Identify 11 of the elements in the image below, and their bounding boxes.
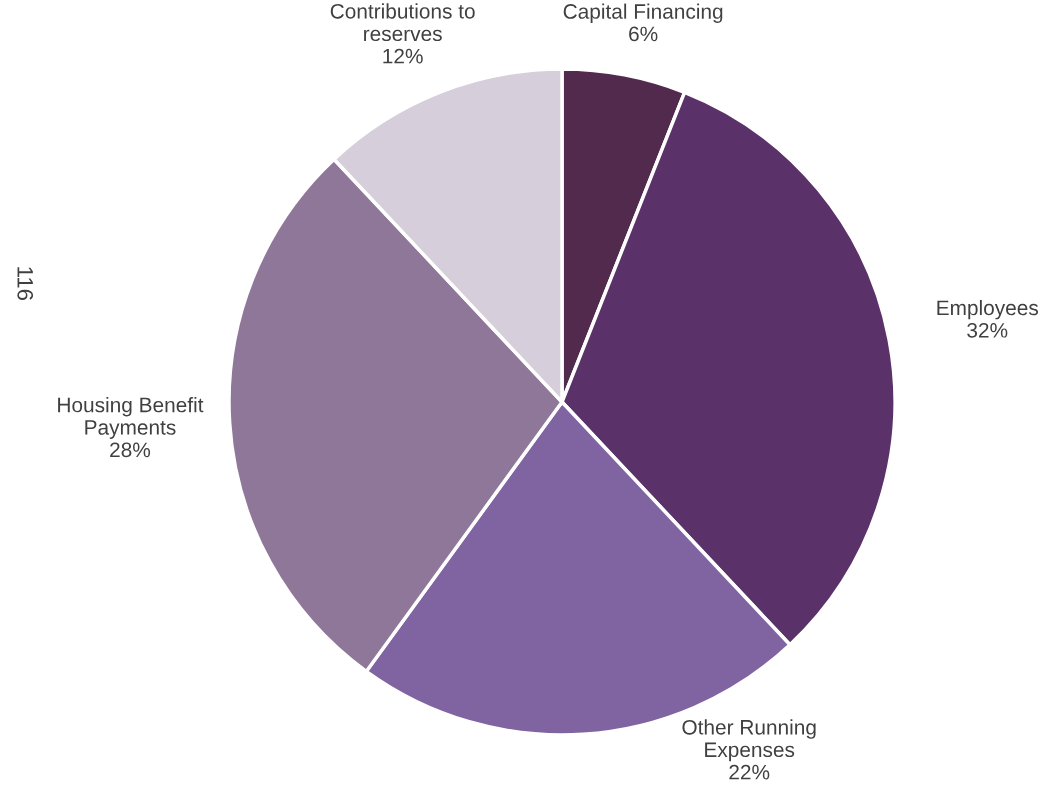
data-label: 22%	[729, 764, 770, 780]
slice-label: Housing Benefit Payments	[58, 397, 204, 439]
slice-label: Contributions to reserves	[330, 3, 475, 42]
data-label: 6%	[629, 26, 658, 42]
slice-label: Other Running Expenses	[682, 719, 816, 762]
text: 116	[17, 267, 34, 301]
slice-label: Employees	[937, 299, 1039, 320]
data-label: 28%	[110, 442, 151, 458]
data-label: 12%	[383, 48, 423, 64]
data-label: 32%	[967, 322, 1008, 338]
slice-label: Capital Financing	[563, 3, 723, 23]
